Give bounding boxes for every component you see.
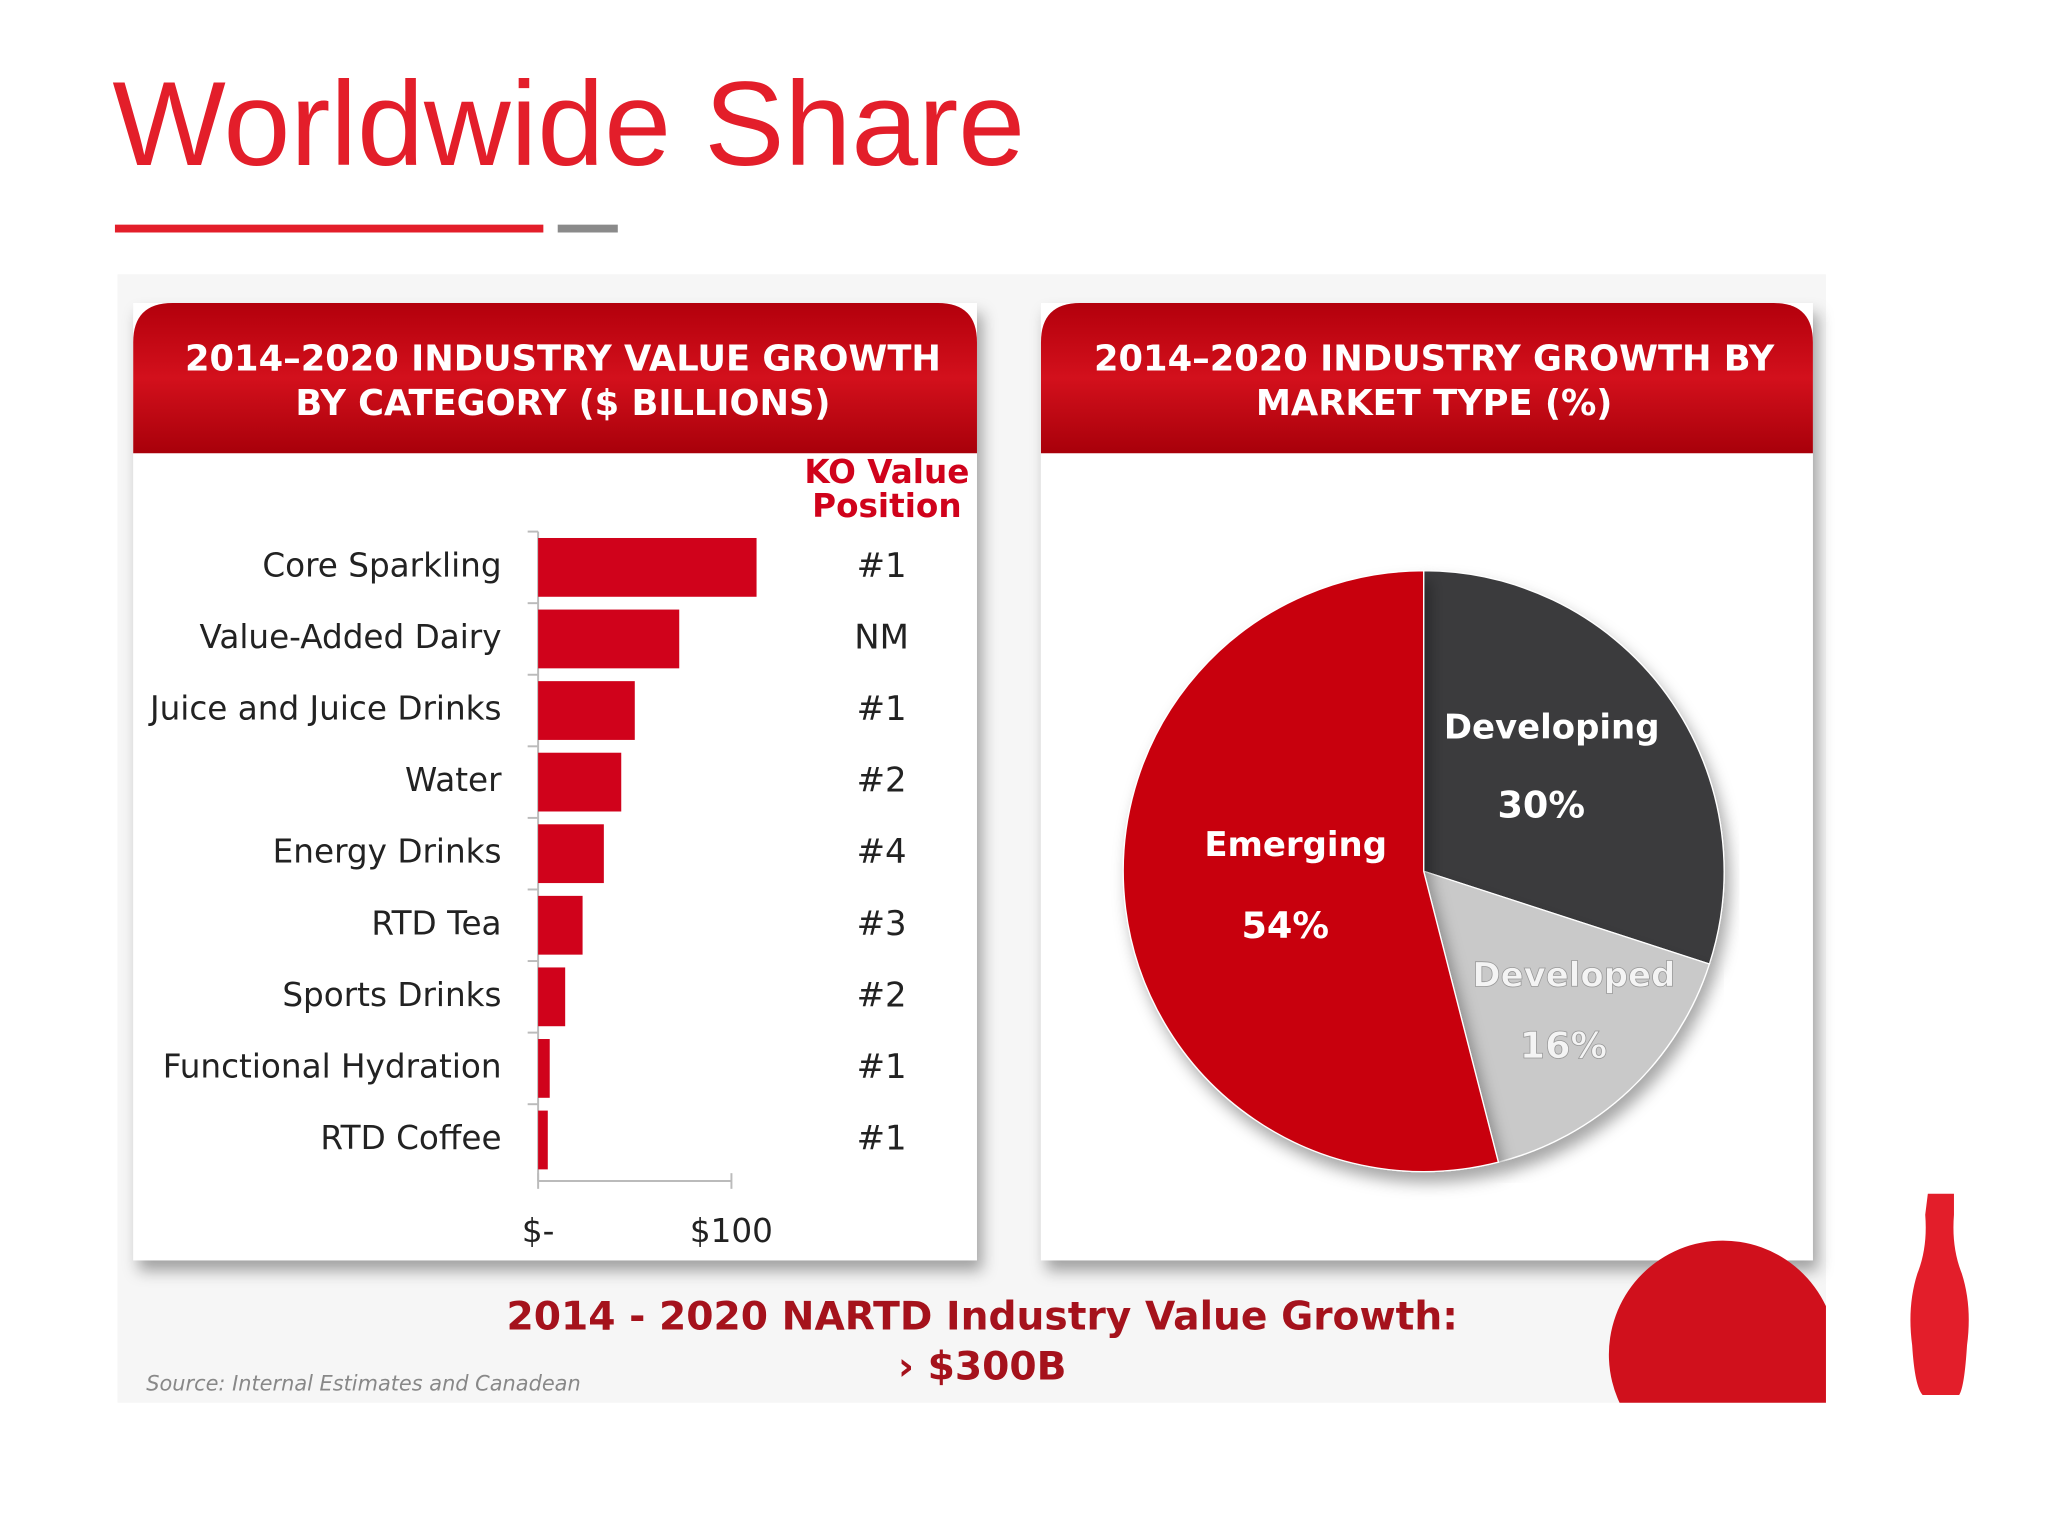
bar <box>538 752 622 812</box>
bar <box>538 824 604 884</box>
bar <box>538 967 566 1027</box>
chart-title: BY CATEGORY ($ BILLIONS) <box>295 383 830 424</box>
category-label: Juice and Juice Drinks <box>148 690 502 728</box>
x-tick-label: $- <box>522 1212 555 1250</box>
pie-slice <box>1423 570 1725 965</box>
slice-name: Developing <box>1444 707 1660 747</box>
slice-value: 54% <box>1241 904 1329 947</box>
ko-position: #1 <box>857 1047 907 1087</box>
bar <box>538 1039 550 1098</box>
slide-title: Worldwide Share <box>112 57 1025 191</box>
ko-header: Position <box>812 487 961 525</box>
bar <box>538 1110 548 1170</box>
ko-position: #2 <box>857 761 907 801</box>
bar <box>538 609 680 669</box>
slice-value: 30% <box>1497 784 1585 827</box>
right-panel-header <box>1040 303 1813 454</box>
category-label: Water <box>405 761 502 799</box>
ko-position: #1 <box>857 689 907 729</box>
category-label: RTD Tea <box>371 904 501 942</box>
category-label: Functional Hydration <box>163 1047 502 1085</box>
ko-header: KO Value <box>804 453 969 491</box>
chart-title: MARKET TYPE (%) <box>1256 383 1613 424</box>
logo-badge <box>1608 1240 1826 1403</box>
title-underline <box>114 224 544 233</box>
title-underline-gray <box>557 224 618 233</box>
ko-position: #3 <box>857 904 907 944</box>
footer-text: › $300B <box>898 1344 1067 1389</box>
slice-value: 16% <box>1520 1024 1608 1067</box>
category-label: Core Sparkling <box>262 546 501 584</box>
bar <box>538 681 635 740</box>
category-label: Energy Drinks <box>273 833 502 871</box>
left-panel-header <box>133 303 977 454</box>
x-tick-label: $100 <box>690 1212 773 1250</box>
category-label: Value-Added Dairy <box>200 618 502 656</box>
bar <box>538 537 757 597</box>
ko-position: NM <box>854 617 909 657</box>
chart-title: 2014–2020 INDUSTRY VALUE GROWTH <box>185 338 941 379</box>
ko-position: #2 <box>857 975 907 1015</box>
chart-title: 2014–2020 INDUSTRY GROWTH BY <box>1094 338 1775 379</box>
source: Source: Internal Estimates and Canadean <box>146 1371 580 1395</box>
bar <box>538 895 583 955</box>
footer-text: 2014 - 2020 NARTD Industry Value Growth: <box>506 1295 1458 1340</box>
slice-name: Emerging <box>1204 825 1387 865</box>
slice-name: Developed <box>1472 955 1675 995</box>
pie-slice <box>1122 570 1500 1173</box>
ko-position: #4 <box>857 832 907 872</box>
ko-position: #1 <box>857 546 907 586</box>
bottle-icon <box>1910 1193 1969 1395</box>
category-label: Sports Drinks <box>282 976 501 1014</box>
pie-slice <box>1422 870 1711 1163</box>
category-label: RTD Coffee <box>320 1119 501 1157</box>
ko-position: #1 <box>857 1118 907 1158</box>
